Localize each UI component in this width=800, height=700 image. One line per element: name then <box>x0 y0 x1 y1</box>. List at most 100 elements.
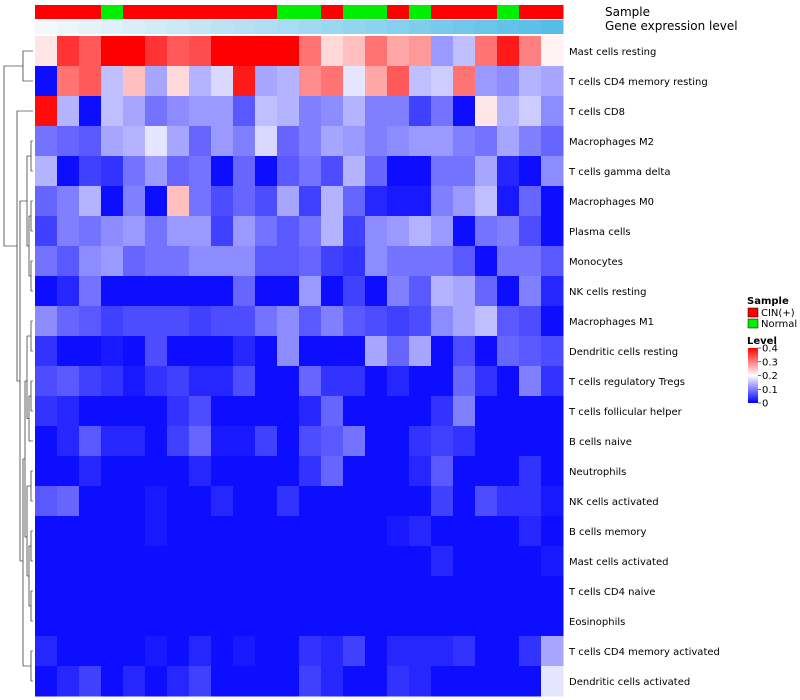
heatmap-cell <box>299 336 322 367</box>
heatmap-cell <box>189 486 212 517</box>
row-label: Eosinophils <box>569 617 625 628</box>
sample-annotation-cell <box>277 5 300 19</box>
heatmap-cell <box>145 546 168 577</box>
heatmap-cell <box>497 36 520 67</box>
heatmap-cell <box>321 186 344 217</box>
heatmap-cell <box>409 66 432 97</box>
heatmap-cell <box>255 486 278 517</box>
row-label: T cells gamma delta <box>568 167 670 178</box>
heatmap-cell <box>343 546 366 577</box>
heatmap-cell <box>211 96 234 127</box>
heatmap-cell <box>57 246 80 277</box>
heatmap-cell <box>35 186 58 217</box>
heatmap-cell <box>35 276 58 307</box>
heatmap-cell <box>189 576 212 607</box>
heatmap-cell <box>145 36 168 67</box>
heatmap-cell <box>409 456 432 487</box>
sample-annotation-bar <box>35 5 564 19</box>
heatmap-cell <box>123 276 146 307</box>
heatmap-cell <box>519 636 542 667</box>
heatmap-cell <box>431 456 454 487</box>
heatmap-cell <box>299 636 322 667</box>
row-label: Plasma cells <box>569 227 631 238</box>
heatmap-cell <box>475 636 498 667</box>
heatmap-cell <box>35 216 58 247</box>
heatmap-cell <box>453 186 476 217</box>
heatmap-cell <box>299 366 322 397</box>
heatmap-cell <box>475 366 498 397</box>
heatmap-cell <box>211 306 234 337</box>
heatmap-cell <box>321 36 344 67</box>
heatmap-cell <box>167 276 190 307</box>
heatmap-cell <box>541 336 564 367</box>
heatmap-cell <box>497 546 520 577</box>
heatmap-cell <box>189 306 212 337</box>
heatmap-cell <box>299 96 322 127</box>
heatmap-cell <box>343 516 366 547</box>
heatmap-cell <box>299 426 322 457</box>
heatmap-cell <box>453 486 476 517</box>
heatmap-cell <box>321 666 344 697</box>
heatmap-cell <box>277 306 300 337</box>
heatmap-cell <box>321 546 344 577</box>
heatmap-cell <box>57 306 80 337</box>
heatmap-cell <box>35 516 58 547</box>
heatmap-cell <box>57 36 80 67</box>
heatmap-cell <box>57 666 80 697</box>
heatmap-cell <box>211 516 234 547</box>
heatmap-cell <box>299 606 322 637</box>
heatmap-cell <box>321 66 344 97</box>
heatmap-cell <box>299 306 322 337</box>
sample-annotation-label: Sample <box>605 5 650 19</box>
heatmap-cell <box>519 36 542 67</box>
heatmap-cell <box>79 426 102 457</box>
heatmap-cell <box>233 186 256 217</box>
heatmap-cell <box>497 306 520 337</box>
heatmap-cell <box>145 186 168 217</box>
heatmap-cell <box>35 546 58 577</box>
heatmap-cell <box>233 546 256 577</box>
heatmap-cell <box>475 666 498 697</box>
heatmap-cell <box>35 576 58 607</box>
heatmap-cell <box>541 156 564 187</box>
heatmap-cell <box>167 156 190 187</box>
heatmap-cell <box>321 636 344 667</box>
heatmap-cell <box>519 246 542 277</box>
heatmap-cell <box>453 516 476 547</box>
heatmap-cell <box>541 126 564 157</box>
heatmap-cell <box>277 186 300 217</box>
heatmap-cell <box>541 66 564 97</box>
heatmap-cell <box>475 456 498 487</box>
heatmap-cell <box>475 396 498 427</box>
heatmap-cell <box>541 636 564 667</box>
expression-annotation-cell <box>409 20 432 34</box>
heatmap-cell <box>299 456 322 487</box>
heatmap-cell <box>255 636 278 667</box>
heatmap-cell <box>365 396 388 427</box>
heatmap-cell <box>519 66 542 97</box>
heatmap-cell <box>79 36 102 67</box>
row-label: T cells follicular helper <box>568 407 683 418</box>
heatmap-cell <box>409 216 432 247</box>
heatmap-cell <box>233 66 256 97</box>
heatmap-cell <box>255 96 278 127</box>
dendrogram-branch <box>30 650 33 682</box>
heatmap-cell <box>277 366 300 397</box>
heatmap-cell <box>35 456 58 487</box>
heatmap-cell <box>343 486 366 517</box>
dendrogram-branch <box>30 470 33 502</box>
heatmap-cell <box>57 96 80 127</box>
heatmap-cell <box>519 666 542 697</box>
heatmap-cell <box>299 66 322 97</box>
heatmap-cell <box>189 126 212 157</box>
heatmap-cell <box>189 606 212 637</box>
heatmap-cell <box>167 486 190 517</box>
heatmap-cell <box>211 66 234 97</box>
heatmap-cell <box>233 336 256 367</box>
heatmap-cell <box>35 156 58 187</box>
heatmap-cell <box>343 576 366 607</box>
heatmap-cell <box>343 636 366 667</box>
heatmap-cell <box>453 366 476 397</box>
heatmap-cell <box>101 66 124 97</box>
expression-annotation-cell <box>57 20 80 34</box>
